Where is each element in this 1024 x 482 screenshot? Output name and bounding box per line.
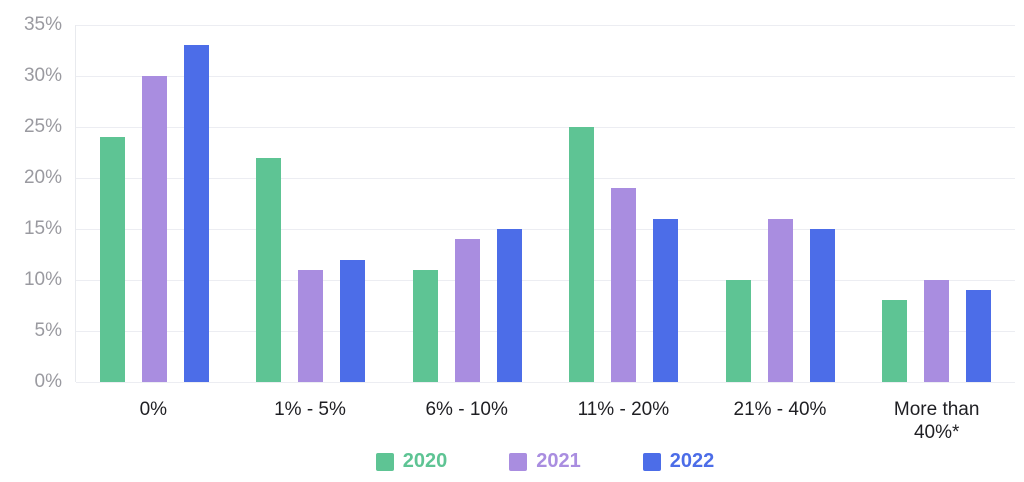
y-tick-label: 20% (23, 167, 62, 188)
bar-2022 (496, 229, 522, 382)
grid-line (76, 331, 1015, 332)
category-label: 21% - 40% (733, 399, 827, 420)
bar-2021 (454, 239, 480, 382)
bar-2021 (767, 218, 793, 382)
bar-group (233, 25, 390, 382)
bar-2020 (569, 127, 595, 382)
legend-label: 2022 (669, 450, 715, 472)
grid-line (76, 76, 1015, 77)
bar-2022 (966, 290, 992, 382)
bar-group (702, 25, 859, 382)
legend-swatch-icon (509, 452, 528, 471)
grid-line (76, 382, 1015, 383)
bar-2021 (298, 269, 324, 382)
grid-line (76, 127, 1015, 128)
category-label: 11% - 20% (577, 399, 670, 420)
plot-area (75, 25, 1015, 383)
bar-2021 (924, 280, 950, 382)
bar-2022 (809, 229, 835, 382)
bar-2022 (340, 259, 366, 382)
bar-2020 (725, 280, 751, 382)
legend: 2020 2021 2022 (75, 450, 1015, 473)
category-label: 6% - 10% (425, 399, 508, 420)
bar-2020 (412, 269, 438, 382)
legend-item-2022: 2022 (642, 450, 715, 473)
bar-groups (76, 25, 1015, 382)
y-tick-label: 35% (23, 14, 62, 35)
category-label: More than 40%* (893, 399, 980, 443)
y-tick-label: 25% (23, 116, 62, 137)
grid-line (76, 25, 1015, 26)
legend-item-2020: 2020 (375, 450, 448, 473)
legend-item-2021: 2021 (509, 450, 581, 473)
bar-group (389, 25, 546, 382)
bar-2022 (183, 45, 209, 382)
bar-group (76, 25, 233, 382)
bar-2021 (141, 76, 167, 382)
y-tick-label: 15% (23, 218, 62, 239)
grid-line (76, 229, 1015, 230)
bar-2020 (256, 157, 282, 382)
grid-line (76, 280, 1015, 281)
legend-label: 2020 (402, 450, 448, 472)
bar-group (859, 25, 1016, 382)
legend-swatch-icon (642, 452, 661, 471)
y-tick-label: 10% (23, 269, 62, 290)
grid-line (76, 178, 1015, 179)
bar-2021 (611, 188, 637, 382)
bar-2020 (99, 137, 125, 382)
y-tick-label: 30% (23, 65, 62, 86)
legend-label: 2021 (536, 450, 581, 472)
legend-swatch-icon (375, 452, 394, 471)
y-tick-label: 0% (34, 371, 62, 392)
bar-2022 (653, 218, 679, 382)
bar-group (546, 25, 703, 382)
category-label: 0% (139, 399, 168, 420)
category-label: 1% - 5% (274, 399, 346, 420)
y-tick-label: 5% (34, 320, 62, 341)
bar-2020 (882, 300, 908, 382)
